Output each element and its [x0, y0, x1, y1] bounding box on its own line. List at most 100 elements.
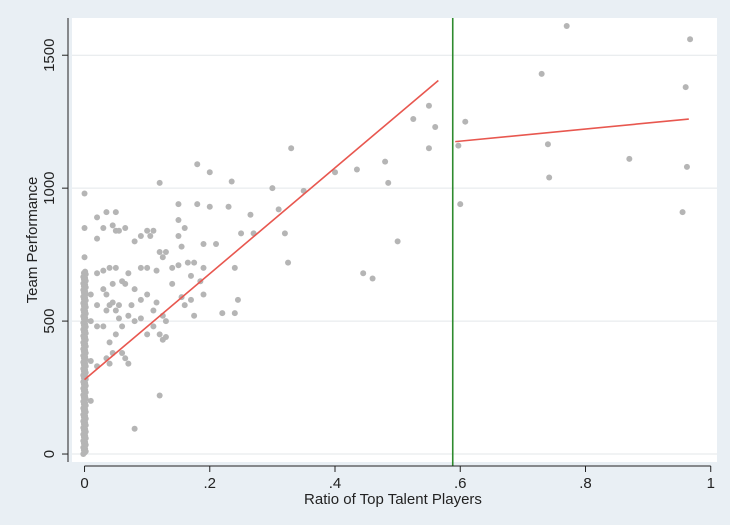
data-point: [100, 267, 107, 274]
data-point: [234, 296, 241, 303]
data-point: [187, 296, 194, 303]
data-point: [87, 397, 94, 404]
data-point: [87, 291, 94, 298]
data-point: [162, 248, 169, 255]
data-point: [194, 201, 201, 208]
data-point: [455, 142, 462, 149]
data-point: [103, 209, 110, 216]
data-point: [231, 310, 238, 317]
data-point: [94, 270, 101, 277]
data-point: [150, 227, 157, 234]
data-point: [156, 248, 163, 255]
data-point: [184, 259, 191, 266]
x-axis-label: Ratio of Top Talent Players: [304, 491, 482, 508]
data-point: [112, 264, 119, 271]
data-point: [115, 302, 122, 309]
y-tick-label: 1500: [41, 39, 58, 72]
data-point: [128, 302, 135, 309]
data-point: [137, 296, 144, 303]
data-point: [228, 178, 235, 185]
y-axis-label: Team Performance: [24, 177, 41, 304]
data-point: [281, 230, 288, 237]
data-point: [153, 267, 160, 274]
data-point: [175, 201, 182, 208]
data-point: [81, 190, 88, 197]
data-point: [106, 339, 113, 346]
data-point: [119, 323, 126, 330]
data-point: [122, 355, 129, 362]
data-point: [100, 286, 107, 293]
data-point: [191, 259, 198, 266]
data-point: [353, 166, 360, 173]
y-tick-label: 0: [41, 450, 58, 458]
data-point: [150, 323, 157, 330]
data-point: [131, 286, 138, 293]
y-tick-label: 1000: [41, 171, 58, 204]
data-point: [103, 291, 110, 298]
data-point: [81, 254, 88, 261]
data-point: [144, 291, 151, 298]
x-tick-label: .2: [204, 475, 217, 492]
data-point: [109, 299, 116, 306]
data-point: [687, 36, 694, 43]
fit-line: [84, 79, 439, 381]
data-point: [626, 155, 633, 162]
data-point: [175, 262, 182, 269]
data-point: [382, 158, 389, 165]
data-point: [131, 318, 138, 325]
data-point: [112, 307, 119, 314]
x-tick-label: 0: [80, 475, 88, 492]
data-point: [360, 270, 367, 277]
data-point: [457, 201, 464, 208]
data-point: [162, 318, 169, 325]
data-point: [159, 254, 166, 261]
data-point: [285, 259, 292, 266]
data-point: [425, 102, 432, 109]
data-point: [94, 235, 101, 242]
data-point: [94, 323, 101, 330]
data-point: [247, 211, 254, 218]
data-point: [147, 233, 154, 240]
gridlines: [72, 54, 717, 455]
data-point: [200, 291, 207, 298]
data-point: [231, 264, 238, 271]
data-point: [225, 203, 232, 210]
data-point: [125, 312, 132, 319]
data-point: [269, 185, 276, 192]
data-point: [169, 280, 176, 287]
data-point: [100, 323, 107, 330]
data-point: [288, 145, 295, 152]
data-point: [87, 357, 94, 364]
fit-line: [455, 118, 689, 143]
data-point: [213, 240, 220, 247]
data-point: [156, 179, 163, 186]
data-point: [144, 331, 151, 338]
data-point: [425, 145, 432, 152]
data-point: [544, 141, 551, 148]
data-point: [81, 225, 88, 232]
data-point: [144, 264, 151, 271]
data-point: [683, 163, 690, 170]
data-point: [181, 302, 188, 309]
data-point: [238, 230, 245, 237]
data-point: [385, 179, 392, 186]
data-point: [150, 307, 157, 314]
data-point: [175, 233, 182, 240]
data-point: [106, 264, 113, 271]
data-point: [125, 270, 132, 277]
data-point: [169, 264, 176, 271]
data-point: [175, 217, 182, 224]
data-point: [194, 161, 201, 168]
data-point: [187, 272, 194, 279]
y-tick-label: 500: [41, 309, 58, 334]
data-point: [131, 238, 138, 245]
x-tick-label: .6: [454, 475, 467, 492]
data-point: [106, 360, 113, 367]
data-point: [156, 331, 163, 338]
data-point: [87, 318, 94, 325]
plot-area: [72, 18, 717, 462]
data-point: [181, 225, 188, 232]
data-point: [206, 169, 213, 176]
data-point: [546, 174, 553, 181]
